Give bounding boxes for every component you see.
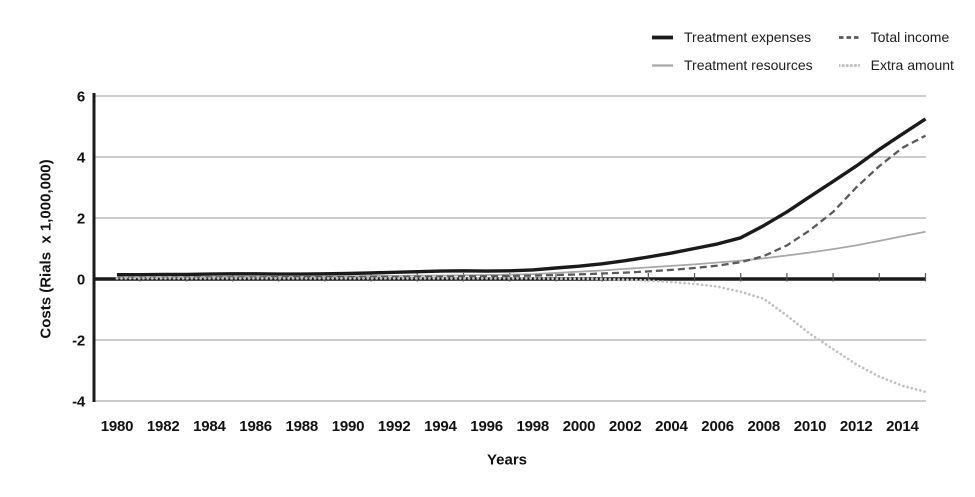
- x-tick-label: 1982: [147, 418, 180, 435]
- series-line-total-income: [117, 134, 927, 279]
- solid-thin-line-icon: [652, 63, 673, 67]
- x-tick-label: 2014: [886, 418, 919, 435]
- x-tick-labels: 1980 1982 1984 1986 1988 1990 1992 1994 1996 1998…: [101, 418, 920, 435]
- y-tick-label: -4: [72, 394, 86, 411]
- legend-label: Treatment resources: [684, 57, 813, 73]
- y-tick-label: 6: [77, 89, 85, 106]
- x-tick-label: 1998: [517, 418, 550, 435]
- y-tick-label: 2: [77, 211, 85, 228]
- y-gridlines: [93, 95, 926, 402]
- x-tick-label: 2010: [794, 418, 827, 435]
- x-tick-label: 2006: [701, 418, 734, 435]
- y-tick-label: 0: [77, 272, 85, 289]
- dotted-line-icon: [838, 63, 860, 67]
- legend-label: Total income: [870, 29, 950, 45]
- x-tick-label: 2008: [748, 418, 781, 435]
- x-tick-label: 2000: [563, 418, 596, 435]
- x-tick-label: 2004: [655, 418, 688, 435]
- legend-label: Extra amount: [870, 57, 954, 73]
- legend: Treatment expenses Treatment resources T…: [652, 23, 954, 79]
- y-tick-label: -2: [72, 333, 85, 350]
- y-tick-label: 4: [77, 150, 86, 167]
- x-tick-label: 1984: [193, 418, 226, 435]
- series-line-treatment-expenses: [117, 117, 927, 277]
- x-tick-label: 1996: [470, 418, 503, 435]
- y-axis-title: Costs (Rials x 1,000,000): [37, 159, 55, 339]
- x-tick-label: 1980: [101, 418, 134, 435]
- y-tick-labels: -4 -2 0 2 4 6: [72, 89, 86, 411]
- x-tick-label: 2002: [609, 418, 642, 435]
- legend-item-extra-amount: Extra amount: [838, 51, 954, 79]
- x-tick-label: 1986: [239, 418, 272, 435]
- legend-item-total-income: Total income: [838, 23, 954, 51]
- x-tick-label: 1988: [286, 418, 319, 435]
- x-tick-label: 2012: [840, 418, 873, 435]
- x-tick-label: 1992: [378, 418, 411, 435]
- x-axis-title: Years: [486, 451, 528, 469]
- x-tick-label: 1994: [424, 418, 457, 435]
- dashed-line-icon: [838, 35, 860, 39]
- legend-item-treatment-expenses: Treatment expenses: [652, 23, 813, 51]
- series-line-extra-amount: [115, 277, 927, 394]
- x-tick-label: 1990: [332, 418, 365, 435]
- legend-label: Treatment expenses: [684, 29, 812, 45]
- legend-item-treatment-resources: Treatment resources: [652, 51, 813, 79]
- solid-thick-line-icon: [652, 35, 673, 39]
